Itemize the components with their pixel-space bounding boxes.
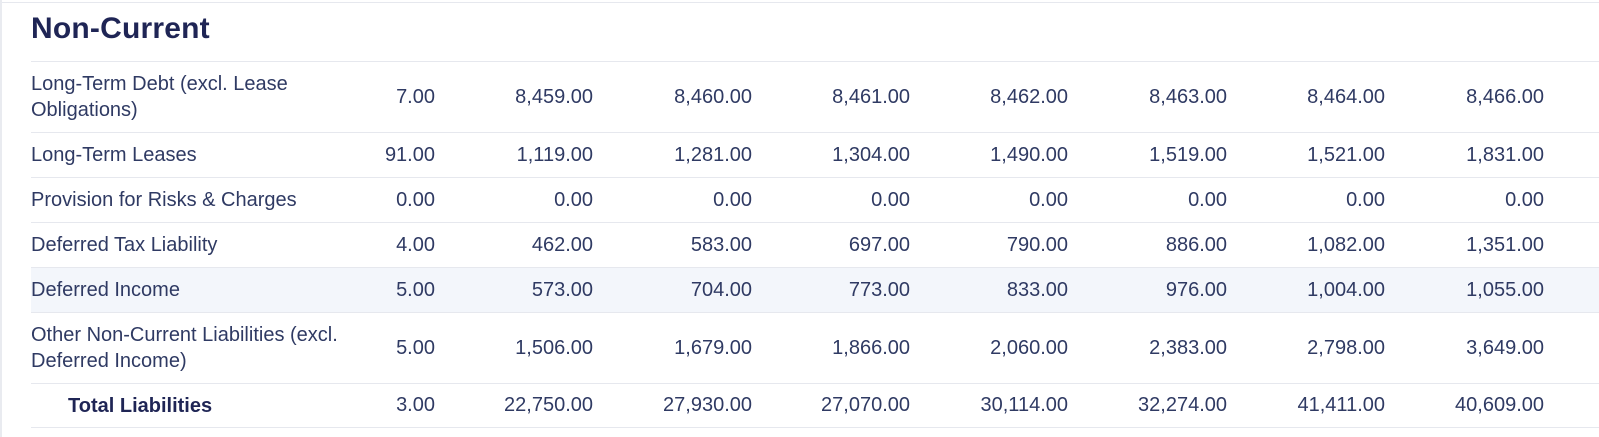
row-values: 4.00 462.00 583.00 697.00 790.00 886.00 … bbox=[371, 223, 1599, 267]
row-label: Long-Term Debt (excl. Lease Obligations) bbox=[31, 62, 371, 132]
liabilities-table: Long-Term Debt (excl. Lease Obligations)… bbox=[31, 61, 1599, 428]
top-divider bbox=[0, 2, 1599, 3]
value-cell: 8,462.00 bbox=[910, 62, 1068, 132]
value-cell: 41,411.00 bbox=[1227, 384, 1385, 427]
row-label: Deferred Income bbox=[31, 268, 371, 312]
table-row-deferred-income[interactable]: Deferred Income 5.00 573.00 704.00 773.0… bbox=[31, 267, 1599, 312]
value-cell: 0.00 bbox=[1385, 178, 1544, 222]
value-cell: 1,082.00 bbox=[1227, 223, 1385, 267]
value-cell: 1,506.00 bbox=[435, 313, 593, 383]
value-cell: 1,866.00 bbox=[752, 313, 910, 383]
value-cell: 32,274.00 bbox=[1068, 384, 1227, 427]
value-cell: 4.00 bbox=[371, 223, 435, 267]
row-values: 5.00 1,506.00 1,679.00 1,866.00 2,060.00… bbox=[371, 313, 1599, 383]
value-cell: 0.00 bbox=[371, 178, 435, 222]
value-cell: 886.00 bbox=[1068, 223, 1227, 267]
value-cell: 3,649.00 bbox=[1385, 313, 1544, 383]
value-cell: 2,798.00 bbox=[1227, 313, 1385, 383]
value-cell: 8,461.00 bbox=[752, 62, 910, 132]
value-cell: 462.00 bbox=[435, 223, 593, 267]
value-cell: 697.00 bbox=[752, 223, 910, 267]
value-cell: 1,679.00 bbox=[593, 313, 752, 383]
table-row-provision-risks: Provision for Risks & Charges 0.00 0.00 … bbox=[31, 177, 1599, 222]
left-border bbox=[0, 0, 2, 437]
value-cell: 833.00 bbox=[910, 268, 1068, 312]
value-cell: 1,119.00 bbox=[435, 133, 593, 177]
value-cell: 704.00 bbox=[593, 268, 752, 312]
value-cell: 7.00 bbox=[371, 62, 435, 132]
value-cell: 27,070.00 bbox=[752, 384, 910, 427]
table-row-other-non-current: Other Non-Current Liabilities (excl. Def… bbox=[31, 312, 1599, 383]
value-cell: 8,466.00 bbox=[1385, 62, 1544, 132]
value-cell: 22,750.00 bbox=[435, 384, 593, 427]
row-label: Provision for Risks & Charges bbox=[31, 178, 371, 222]
value-cell: 1,519.00 bbox=[1068, 133, 1227, 177]
row-values: 91.00 1,119.00 1,281.00 1,304.00 1,490.0… bbox=[371, 133, 1599, 177]
value-cell: 2,383.00 bbox=[1068, 313, 1227, 383]
value-cell: 27,930.00 bbox=[593, 384, 752, 427]
row-values: 5.00 573.00 704.00 773.00 833.00 976.00 … bbox=[371, 268, 1599, 312]
value-cell: 1,004.00 bbox=[1227, 268, 1385, 312]
value-cell: 3.00 bbox=[371, 384, 435, 427]
row-label: Other Non-Current Liabilities (excl. Def… bbox=[31, 313, 371, 383]
value-cell: 40,609.00 bbox=[1385, 384, 1544, 427]
value-cell: 5.00 bbox=[371, 313, 435, 383]
value-cell: 8,460.00 bbox=[593, 62, 752, 132]
value-cell: 1,490.00 bbox=[910, 133, 1068, 177]
row-label: Total Liabilities bbox=[31, 384, 371, 427]
value-cell: 1,521.00 bbox=[1227, 133, 1385, 177]
row-values: 3.00 22,750.00 27,930.00 27,070.00 30,11… bbox=[371, 384, 1599, 427]
value-cell: 773.00 bbox=[752, 268, 910, 312]
row-values: 0.00 0.00 0.00 0.00 0.00 0.00 0.00 0.00 bbox=[371, 178, 1599, 222]
value-cell: 8,463.00 bbox=[1068, 62, 1227, 132]
value-cell: 91.00 bbox=[371, 133, 435, 177]
value-cell: 0.00 bbox=[910, 178, 1068, 222]
value-cell: 8,459.00 bbox=[435, 62, 593, 132]
value-cell: 30,114.00 bbox=[910, 384, 1068, 427]
row-values: 7.00 8,459.00 8,460.00 8,461.00 8,462.00… bbox=[371, 62, 1599, 132]
value-cell: 0.00 bbox=[752, 178, 910, 222]
value-cell: 573.00 bbox=[435, 268, 593, 312]
value-cell: 976.00 bbox=[1068, 268, 1227, 312]
value-cell: 1,351.00 bbox=[1385, 223, 1544, 267]
value-cell: 583.00 bbox=[593, 223, 752, 267]
value-cell: 2,060.00 bbox=[910, 313, 1068, 383]
value-cell: 0.00 bbox=[435, 178, 593, 222]
value-cell: 1,281.00 bbox=[593, 133, 752, 177]
row-label: Deferred Tax Liability bbox=[31, 223, 371, 267]
table-row-long-term-leases: Long-Term Leases 91.00 1,119.00 1,281.00… bbox=[31, 132, 1599, 177]
value-cell: 0.00 bbox=[593, 178, 752, 222]
table-row-deferred-tax: Deferred Tax Liability 4.00 462.00 583.0… bbox=[31, 222, 1599, 267]
value-cell: 1,304.00 bbox=[752, 133, 910, 177]
value-cell: 8,464.00 bbox=[1227, 62, 1385, 132]
table-row-long-term-debt: Long-Term Debt (excl. Lease Obligations)… bbox=[31, 61, 1599, 132]
value-cell: 0.00 bbox=[1227, 178, 1385, 222]
section-title: Non-Current bbox=[31, 12, 210, 46]
value-cell: 790.00 bbox=[910, 223, 1068, 267]
table-row-total-liabilities: Total Liabilities 3.00 22,750.00 27,930.… bbox=[31, 383, 1599, 428]
value-cell: 1,831.00 bbox=[1385, 133, 1544, 177]
value-cell: 0.00 bbox=[1068, 178, 1227, 222]
value-cell: 1,055.00 bbox=[1385, 268, 1544, 312]
row-label: Long-Term Leases bbox=[31, 133, 371, 177]
value-cell: 5.00 bbox=[371, 268, 435, 312]
